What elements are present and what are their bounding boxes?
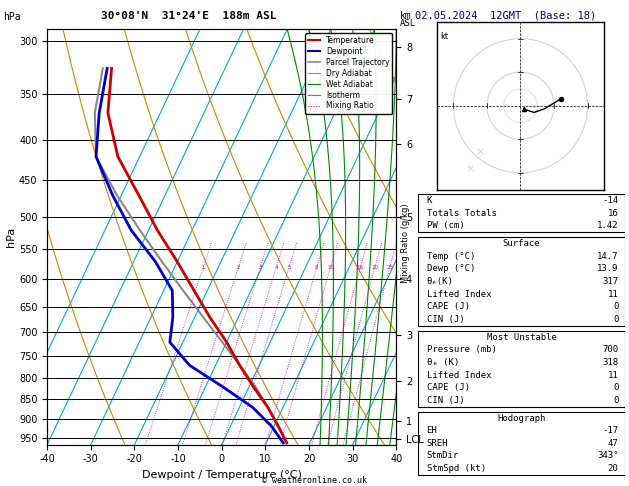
Text: CIN (J): CIN (J) (426, 315, 464, 324)
Text: © weatheronline.co.uk: © weatheronline.co.uk (262, 476, 367, 485)
Bar (418, 237, 625, 326)
Text: 10: 10 (327, 265, 334, 270)
Text: 14.7: 14.7 (597, 252, 618, 261)
Text: 317: 317 (603, 277, 618, 286)
Text: Mixing Ratio (g/kg): Mixing Ratio (g/kg) (401, 203, 410, 283)
Text: 25: 25 (386, 265, 393, 270)
Text: hPa: hPa (3, 12, 21, 22)
Text: PW (cm): PW (cm) (426, 222, 464, 230)
Text: 11: 11 (608, 290, 618, 299)
Text: -17: -17 (603, 426, 618, 435)
Bar (418, 331, 625, 407)
Text: ⨯: ⨯ (465, 164, 475, 174)
Text: EH: EH (426, 426, 437, 435)
Text: Temp (°C): Temp (°C) (426, 252, 475, 261)
Text: Lifted Index: Lifted Index (426, 290, 491, 299)
Bar (418, 194, 625, 232)
Text: K: K (426, 196, 432, 205)
Text: Surface: Surface (503, 239, 540, 248)
Text: 8: 8 (315, 265, 318, 270)
Text: 16: 16 (608, 209, 618, 218)
Text: 4: 4 (274, 265, 278, 270)
Text: Most Unstable: Most Unstable (486, 333, 557, 342)
Text: -14: -14 (603, 196, 618, 205)
Text: Pressure (mb): Pressure (mb) (426, 346, 496, 354)
Text: 700: 700 (603, 346, 618, 354)
Text: Lifted Index: Lifted Index (426, 371, 491, 380)
Text: ⨯: ⨯ (476, 148, 485, 157)
Text: θₑ (K): θₑ (K) (426, 358, 459, 367)
Legend: Temperature, Dewpoint, Parcel Trajectory, Dry Adiabat, Wet Adiabat, Isotherm, Mi: Temperature, Dewpoint, Parcel Trajectory… (305, 33, 392, 114)
X-axis label: Dewpoint / Temperature (°C): Dewpoint / Temperature (°C) (142, 470, 302, 480)
Text: CAPE (J): CAPE (J) (426, 302, 469, 312)
Text: Dewp (°C): Dewp (°C) (426, 264, 475, 274)
Text: 1: 1 (201, 265, 205, 270)
Y-axis label: hPa: hPa (6, 227, 16, 247)
Text: km: km (399, 11, 411, 21)
Text: 0: 0 (613, 302, 618, 312)
Text: 20: 20 (371, 265, 378, 270)
Text: 0: 0 (613, 396, 618, 405)
Text: CAPE (J): CAPE (J) (426, 383, 469, 392)
Text: Hodograph: Hodograph (498, 414, 545, 422)
Text: StmSpd (kt): StmSpd (kt) (426, 464, 486, 473)
Text: 20: 20 (608, 464, 618, 473)
Text: 3: 3 (259, 265, 262, 270)
Text: 2: 2 (237, 265, 240, 270)
Text: 16: 16 (357, 265, 364, 270)
Text: 47: 47 (608, 439, 618, 448)
Text: θₑ(K): θₑ(K) (426, 277, 454, 286)
Text: ASL: ASL (399, 19, 416, 29)
Text: 02.05.2024  12GMT  (Base: 18): 02.05.2024 12GMT (Base: 18) (415, 11, 596, 21)
Text: SREH: SREH (426, 439, 448, 448)
Text: 30°08'N  31°24'E  188m ASL: 30°08'N 31°24'E 188m ASL (101, 11, 277, 21)
Text: 11: 11 (608, 371, 618, 380)
Text: 1.42: 1.42 (597, 222, 618, 230)
Text: Totals Totals: Totals Totals (426, 209, 496, 218)
Text: 5: 5 (287, 265, 291, 270)
Text: 0: 0 (613, 383, 618, 392)
Text: 343°: 343° (597, 451, 618, 460)
Text: 318: 318 (603, 358, 618, 367)
Text: 13.9: 13.9 (597, 264, 618, 274)
Text: StmDir: StmDir (426, 451, 459, 460)
Text: 0: 0 (613, 315, 618, 324)
Bar (418, 412, 625, 475)
Text: CIN (J): CIN (J) (426, 396, 464, 405)
Text: kt: kt (440, 32, 448, 41)
